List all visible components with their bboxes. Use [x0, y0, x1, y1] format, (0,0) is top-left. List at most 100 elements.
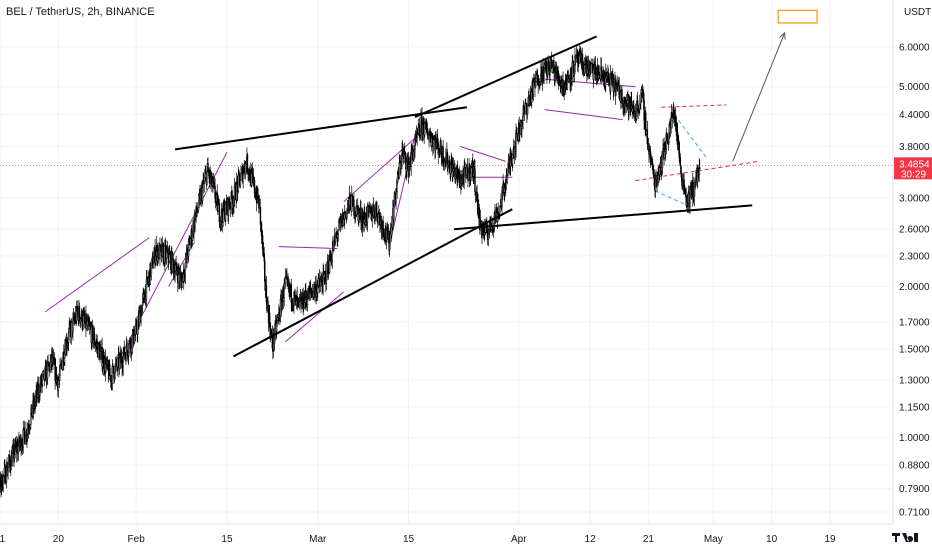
- candle-body: [382, 229, 385, 237]
- trendline[interactable]: [232, 208, 513, 358]
- channel-line[interactable]: [45, 237, 150, 313]
- price-axis-unit: USDT: [904, 7, 931, 18]
- candle-body: [310, 287, 312, 292]
- dashed-line[interactable]: [654, 190, 688, 206]
- candle-body: [112, 365, 115, 373]
- time-tick-label: Feb: [128, 534, 146, 545]
- price-axis[interactable]: USDT 6.0000 5.0000 4.4000 3.8000 3.0000 2.6000…: [892, 0, 932, 550]
- candle-body: [353, 199, 355, 216]
- candle-body: [132, 329, 135, 345]
- candle-body: [59, 364, 61, 376]
- candle-body: [26, 428, 29, 435]
- candle-body: [238, 173, 241, 179]
- candles-layer: [0, 43, 701, 498]
- price-tick-label: 6.0000: [899, 43, 930, 54]
- candle-body: [259, 199, 261, 208]
- price-tick-label: 0.7900: [899, 484, 930, 495]
- candle-body: [699, 167, 701, 170]
- tradingview-logo-icon[interactable]: [892, 532, 922, 542]
- candle-body: [325, 279, 328, 284]
- candle-body: [432, 139, 435, 147]
- price-tick-label: 2.3000: [899, 251, 930, 262]
- price-tick-label: 1.7000: [899, 317, 930, 328]
- price-tick-label: 0.7100: [899, 508, 930, 519]
- time-tick-label: 15: [221, 534, 233, 545]
- price-tick-label: 1.1500: [899, 402, 930, 413]
- time-tick-label: 20: [53, 534, 65, 545]
- candle-body: [474, 168, 476, 192]
- candle-body: [61, 361, 64, 370]
- price-tick-label: 2.6000: [899, 225, 930, 236]
- candle-body: [476, 193, 479, 214]
- chart-title: BEL / TetherUS, 2h, BINANCE: [6, 6, 155, 18]
- trendline[interactable]: [414, 35, 597, 118]
- time-tick-label: 15: [403, 534, 415, 545]
- candle-body: [558, 73, 560, 82]
- price-tick-label: 0.8800: [899, 461, 930, 472]
- last-price-badge-bg: [894, 157, 932, 180]
- last-price-value: 3.4854: [899, 159, 930, 170]
- candle-body: [143, 292, 145, 300]
- channel-line[interactable]: [284, 291, 344, 343]
- price-tick-label: 4.4000: [899, 110, 930, 121]
- price-axis-bg: [893, 0, 932, 550]
- channel-line[interactable]: [168, 241, 195, 287]
- channel-line[interactable]: [278, 246, 338, 249]
- candle-body: [468, 164, 471, 181]
- dashed-line[interactable]: [673, 114, 708, 159]
- target-arrow[interactable]: [732, 33, 785, 162]
- candle-body: [206, 170, 208, 185]
- time-tick-label: 10: [766, 534, 778, 545]
- trendlines-layer: [174, 9, 818, 358]
- candle-body: [290, 284, 292, 304]
- candle-body: [504, 183, 506, 189]
- candle-body: [652, 163, 654, 167]
- channel-line[interactable]: [544, 109, 623, 121]
- grid: [0, 0, 893, 524]
- candle-body: [357, 206, 359, 211]
- candle-body: [680, 172, 683, 178]
- candle-body: [393, 206, 395, 220]
- time-axis[interactable]: 11 20 Feb 15 Mar 15 Apr 12 21 May 10 19: [0, 523, 932, 550]
- candle-body: [152, 263, 155, 269]
- trendline[interactable]: [174, 106, 468, 151]
- candle-body: [274, 323, 276, 339]
- dashed-line[interactable]: [661, 104, 727, 108]
- candle-body: [7, 466, 9, 471]
- time-tick-label: 21: [643, 534, 655, 545]
- candle-body: [679, 157, 682, 167]
- price-tick-label: 3.0000: [899, 194, 930, 205]
- bar-countdown: 30:29: [901, 169, 926, 180]
- price-tick-label: 1.3000: [899, 376, 930, 387]
- time-tick-label: Apr: [511, 534, 527, 545]
- price-tick-label: 5.0000: [899, 82, 930, 93]
- candle-body: [541, 67, 543, 83]
- candle-body: [375, 201, 378, 215]
- price-tick-label: 1.0000: [899, 433, 930, 444]
- candle-body: [625, 100, 627, 105]
- candle-body: [485, 223, 487, 233]
- candle-body: [243, 166, 245, 173]
- candle-body: [78, 305, 81, 318]
- candle-body: [516, 132, 518, 138]
- drawings-layer: [45, 77, 759, 365]
- channel-line[interactable]: [460, 146, 506, 162]
- candle-body: [86, 320, 89, 326]
- time-tick-label: 19: [824, 534, 836, 545]
- time-axis-bg: [0, 524, 932, 550]
- trendline[interactable]: [453, 204, 753, 231]
- candle-body: [217, 204, 220, 212]
- price-tick-label: 2.0000: [899, 282, 930, 293]
- target-box[interactable]: [777, 9, 818, 24]
- time-tick-label: 11: [0, 534, 6, 545]
- price-tick-label: 1.5000: [899, 345, 930, 356]
- time-tick-label: May: [704, 534, 723, 545]
- candle-body: [506, 175, 509, 184]
- candle-body: [389, 232, 391, 244]
- candle-body: [82, 315, 84, 326]
- candle-body: [239, 180, 242, 186]
- candle-body: [101, 362, 104, 367]
